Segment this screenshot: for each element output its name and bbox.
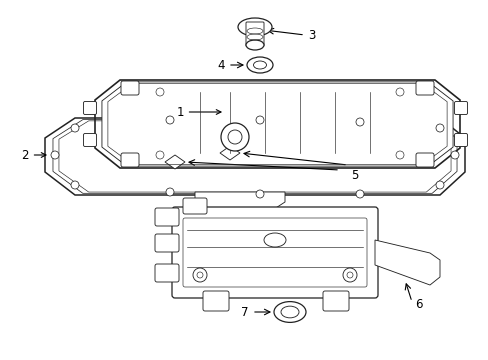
Circle shape	[71, 124, 79, 132]
FancyBboxPatch shape	[203, 291, 228, 311]
FancyBboxPatch shape	[415, 153, 433, 167]
Circle shape	[355, 190, 363, 198]
Circle shape	[165, 188, 174, 196]
Polygon shape	[374, 240, 439, 285]
FancyBboxPatch shape	[183, 198, 206, 214]
Circle shape	[395, 88, 403, 96]
Circle shape	[256, 116, 264, 124]
FancyBboxPatch shape	[121, 81, 139, 95]
Ellipse shape	[264, 233, 285, 247]
Circle shape	[156, 88, 163, 96]
Circle shape	[256, 190, 264, 198]
Text: 7: 7	[240, 306, 247, 319]
Ellipse shape	[246, 57, 272, 73]
FancyBboxPatch shape	[415, 81, 433, 95]
FancyBboxPatch shape	[155, 264, 179, 282]
Circle shape	[227, 130, 242, 144]
Text: 6: 6	[414, 298, 422, 311]
Ellipse shape	[253, 61, 266, 69]
Circle shape	[71, 181, 79, 189]
FancyBboxPatch shape	[245, 22, 264, 46]
Polygon shape	[45, 118, 464, 195]
Ellipse shape	[273, 302, 305, 323]
FancyBboxPatch shape	[453, 134, 467, 147]
FancyBboxPatch shape	[155, 208, 179, 226]
Circle shape	[51, 151, 59, 159]
Circle shape	[156, 151, 163, 159]
FancyBboxPatch shape	[323, 291, 348, 311]
Polygon shape	[102, 82, 452, 166]
Ellipse shape	[238, 18, 271, 36]
Circle shape	[346, 272, 352, 278]
Polygon shape	[195, 192, 285, 215]
FancyBboxPatch shape	[121, 153, 139, 167]
Circle shape	[450, 151, 458, 159]
FancyBboxPatch shape	[453, 102, 467, 114]
Circle shape	[342, 268, 356, 282]
Circle shape	[193, 268, 206, 282]
Circle shape	[197, 272, 203, 278]
Circle shape	[395, 151, 403, 159]
Text: 4: 4	[217, 59, 224, 72]
Polygon shape	[220, 146, 240, 160]
Circle shape	[221, 123, 248, 151]
Text: 2: 2	[21, 149, 46, 162]
Ellipse shape	[245, 40, 264, 50]
Text: 3: 3	[307, 28, 315, 41]
Polygon shape	[164, 155, 184, 169]
FancyBboxPatch shape	[155, 234, 179, 252]
Text: 1: 1	[176, 105, 221, 118]
Circle shape	[165, 116, 174, 124]
Circle shape	[435, 124, 443, 132]
Circle shape	[355, 118, 363, 126]
FancyBboxPatch shape	[83, 102, 96, 114]
FancyBboxPatch shape	[83, 134, 96, 147]
Text: 5: 5	[350, 168, 358, 181]
Ellipse shape	[281, 306, 298, 318]
FancyBboxPatch shape	[172, 207, 377, 298]
Circle shape	[435, 181, 443, 189]
